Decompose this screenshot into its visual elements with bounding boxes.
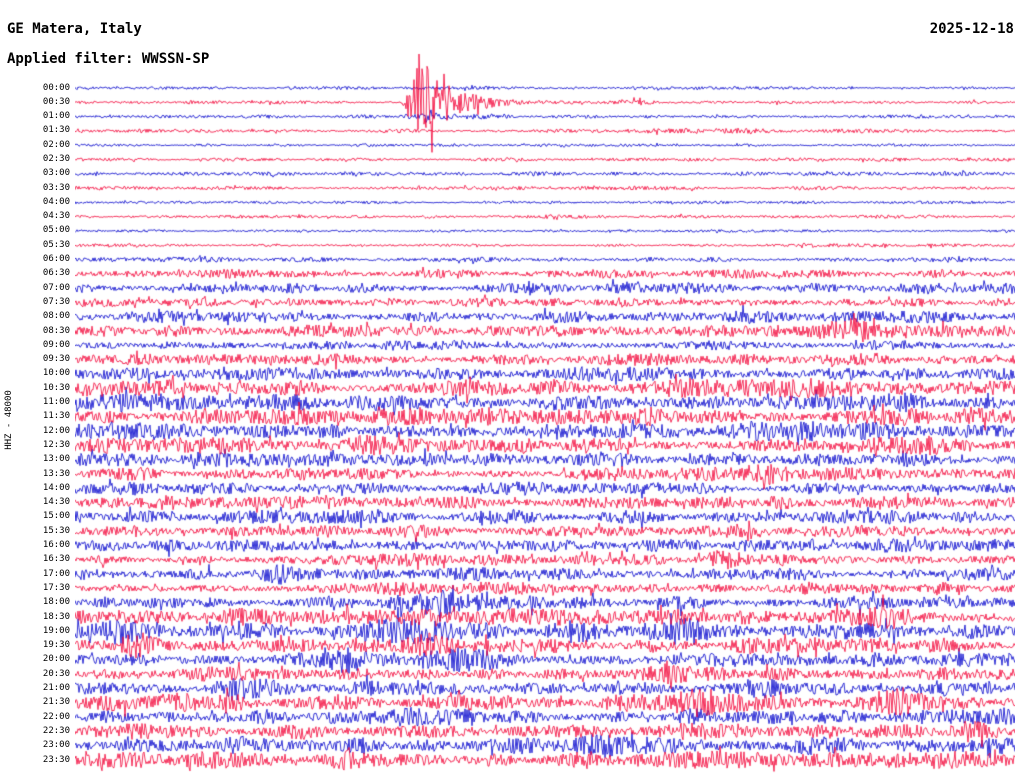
time-label: 07:30 [42,296,70,307]
time-label: 07:00 [42,282,70,293]
time-label: 13:00 [42,454,70,465]
time-label: 12:00 [42,425,70,436]
time-label: 21:00 [42,683,70,693]
time-label: 14:30 [42,497,70,508]
station-title: GE Matera, Italy [7,21,142,37]
time-label: 04:30 [42,211,70,222]
time-label: 05:00 [42,225,70,236]
time-label: 10:00 [42,368,70,379]
time-label: 17:30 [42,582,70,593]
time-label: 04:00 [42,196,70,207]
time-label: 18:00 [42,597,70,608]
time-label: 09:30 [42,354,70,365]
time-label: 15:00 [42,511,70,522]
time-label: 19:30 [42,640,70,651]
time-label: 11:00 [42,397,70,408]
time-label: 08:30 [42,325,70,336]
time-label: 23:30 [42,754,70,765]
time-label: 01:30 [42,125,70,136]
time-label: 08:00 [42,311,70,322]
helicorder-traces [75,40,1015,780]
time-label: 06:30 [42,268,70,279]
time-label: 13:30 [42,468,70,479]
time-label: 06:00 [42,254,70,265]
time-label: 23:00 [42,740,70,751]
time-label: 00:30 [42,96,70,107]
time-label: 19:00 [42,625,70,636]
time-label: 03:00 [42,168,70,179]
time-label: 02:00 [42,139,70,150]
time-label: 16:30 [42,554,70,565]
time-label: 20:30 [42,668,70,679]
time-label: 22:00 [42,711,70,722]
time-label: 20:00 [42,654,70,665]
time-label: 00:00 [42,82,70,93]
time-label: 09:00 [42,339,70,350]
time-label: 15:30 [42,525,70,536]
time-label: 05:30 [42,239,70,250]
time-label: 17:00 [42,568,70,579]
time-label: 02:30 [42,153,70,164]
time-label: 01:00 [42,111,70,122]
time-label: 03:30 [42,182,70,193]
time-label: 11:30 [42,411,70,422]
time-label: 21:30 [42,697,70,708]
time-label: 14:00 [42,482,70,493]
time-label: 22:30 [42,725,70,736]
time-label: 18:30 [42,611,70,622]
time-label: 10:30 [42,382,70,393]
date-label: 2025-12-18 [929,21,1014,37]
time-label: 12:30 [42,439,70,450]
time-label: 16:00 [42,540,70,551]
